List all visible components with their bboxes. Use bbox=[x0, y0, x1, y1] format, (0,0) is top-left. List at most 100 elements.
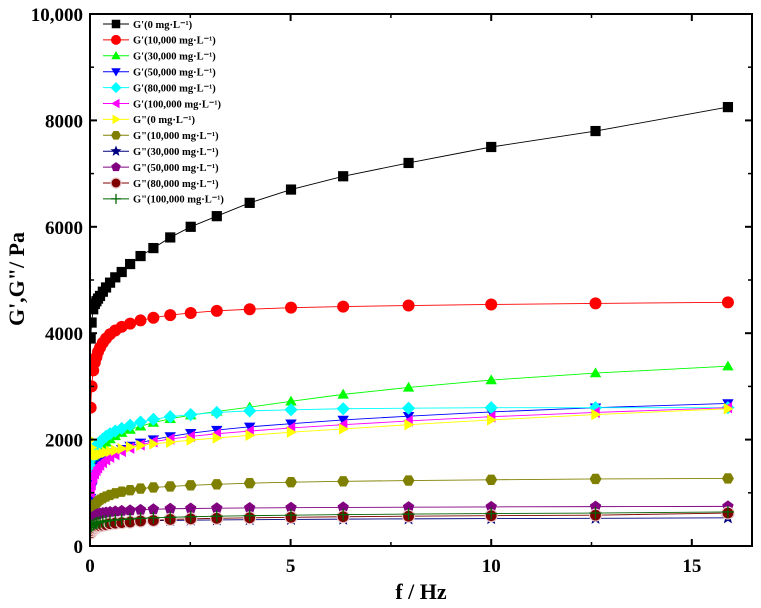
data-point bbox=[210, 405, 224, 420]
data-point bbox=[184, 306, 197, 319]
data-point bbox=[285, 419, 297, 430]
data-point bbox=[184, 408, 198, 422]
data-point bbox=[164, 309, 177, 322]
legend-item: G"(50,000 mg·L⁻¹) bbox=[103, 162, 219, 174]
data-point bbox=[90, 518, 100, 531]
data-point bbox=[210, 510, 223, 523]
series-5 bbox=[90, 401, 735, 473]
legend-label: G'(10,000 mg·L⁻¹) bbox=[133, 36, 216, 47]
data-point bbox=[243, 478, 256, 489]
series-10 bbox=[90, 500, 734, 527]
data-point bbox=[337, 501, 349, 513]
series-1 bbox=[90, 102, 734, 344]
data-point bbox=[211, 211, 222, 222]
legend-marker bbox=[111, 130, 121, 140]
data-point bbox=[589, 297, 602, 310]
data-point bbox=[134, 503, 147, 515]
legend-item: G"(0 mg·L⁻¹) bbox=[103, 114, 196, 126]
data-point bbox=[108, 424, 122, 438]
data-point bbox=[134, 483, 147, 494]
data-point bbox=[148, 242, 159, 254]
x-tick-label: 15 bbox=[682, 556, 701, 577]
series-7 bbox=[90, 403, 734, 461]
legend-label: G'(30,000 mg·L⁻¹) bbox=[133, 52, 216, 63]
data-point bbox=[285, 476, 298, 488]
legend-item: G'(100,000 mg·L⁻¹) bbox=[103, 98, 222, 110]
series-11 bbox=[90, 506, 735, 540]
data-point bbox=[164, 511, 177, 524]
data-point bbox=[402, 501, 415, 513]
data-point bbox=[90, 304, 99, 315]
data-point bbox=[337, 388, 349, 399]
data-point bbox=[165, 232, 176, 243]
data-point bbox=[336, 402, 350, 416]
data-point bbox=[90, 317, 97, 328]
y-axis-title: G',G"/ Pa bbox=[4, 232, 29, 326]
legend-marker bbox=[111, 34, 121, 45]
data-point bbox=[484, 401, 498, 415]
y-tick-label: 4000 bbox=[45, 324, 83, 345]
data-point bbox=[105, 445, 116, 458]
data-point bbox=[136, 439, 147, 452]
data-point bbox=[404, 418, 415, 431]
data-point bbox=[90, 401, 97, 414]
legend-item: G"(30,000 mg·L⁻¹) bbox=[103, 145, 219, 158]
data-point bbox=[589, 500, 602, 512]
legend-marker bbox=[110, 145, 122, 156]
data-point bbox=[184, 510, 197, 523]
plot-content bbox=[90, 102, 735, 540]
x-tick-label: 10 bbox=[482, 556, 501, 577]
legend-label: G"(30,000 mg·L⁻¹) bbox=[133, 147, 219, 158]
data-point bbox=[125, 258, 136, 270]
data-point bbox=[285, 509, 298, 522]
legend: G'(0 mg·L⁻¹) G'(10,000 mg·L⁻¹) G'(30,000 m… bbox=[103, 19, 224, 206]
data-point bbox=[402, 381, 415, 392]
data-point bbox=[134, 314, 147, 327]
legend-marker bbox=[112, 114, 121, 125]
y-tick-label: 6000 bbox=[45, 218, 83, 239]
legend-label: G"(100,000 mg·L⁻¹) bbox=[133, 195, 224, 206]
legend-marker bbox=[111, 162, 121, 172]
data-point bbox=[117, 442, 128, 455]
data-point bbox=[147, 311, 160, 324]
data-point bbox=[338, 423, 349, 435]
legend-item: G"(10,000 mg·L⁻¹) bbox=[103, 130, 219, 142]
y-tick-label: 2000 bbox=[45, 431, 83, 452]
data-point bbox=[111, 444, 121, 456]
data-point bbox=[337, 415, 349, 426]
data-point bbox=[402, 299, 415, 312]
data-point bbox=[90, 479, 96, 491]
data-point bbox=[163, 410, 177, 424]
data-point bbox=[485, 298, 498, 311]
data-point bbox=[147, 482, 160, 493]
legend-marker bbox=[111, 19, 121, 29]
data-point bbox=[723, 403, 734, 415]
data-point bbox=[147, 511, 160, 524]
data-point bbox=[285, 501, 297, 513]
x-axis-title: f / Hz bbox=[395, 579, 447, 604]
data-point bbox=[184, 480, 197, 491]
legend-marker bbox=[110, 82, 122, 94]
data-point bbox=[99, 429, 113, 444]
series-12 bbox=[90, 505, 734, 534]
data-point bbox=[146, 412, 160, 426]
data-point bbox=[212, 432, 223, 444]
legend-item: G'(0 mg·L⁻¹) bbox=[103, 19, 193, 31]
data-point bbox=[133, 415, 148, 429]
data-point bbox=[487, 414, 497, 426]
data-point bbox=[164, 481, 177, 492]
y-tick-label: 10,000 bbox=[31, 5, 83, 26]
data-point bbox=[722, 102, 734, 113]
data-point bbox=[245, 429, 256, 442]
x-tick-label: 5 bbox=[286, 556, 296, 577]
legend-label: G'(100,000 mg·L⁻¹) bbox=[133, 99, 222, 110]
y-tick-label: 8000 bbox=[45, 111, 83, 132]
data-point bbox=[243, 422, 256, 433]
data-point bbox=[284, 403, 298, 417]
data-point bbox=[124, 504, 136, 516]
data-point bbox=[166, 436, 176, 448]
data-point bbox=[147, 503, 160, 515]
data-point bbox=[243, 404, 257, 418]
